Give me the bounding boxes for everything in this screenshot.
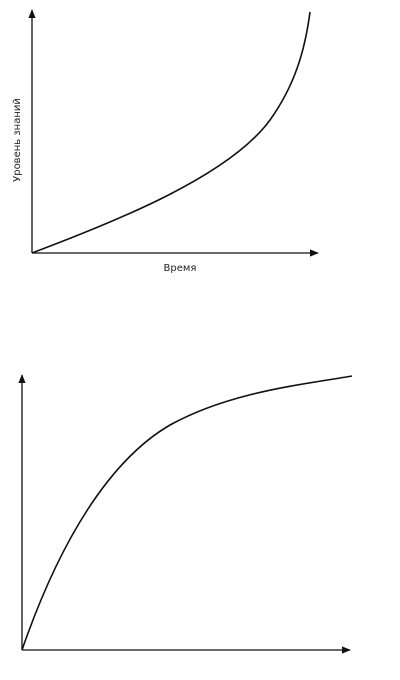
saturation-curve	[21, 375, 353, 651]
top-diagram: Уровень знаний Время	[12, 9, 319, 274]
bottom-diagram	[18, 374, 353, 654]
growth-curve	[31, 11, 311, 254]
y-axis-label: Уровень знаний	[12, 98, 23, 182]
x-axis-label: Время	[164, 263, 197, 274]
